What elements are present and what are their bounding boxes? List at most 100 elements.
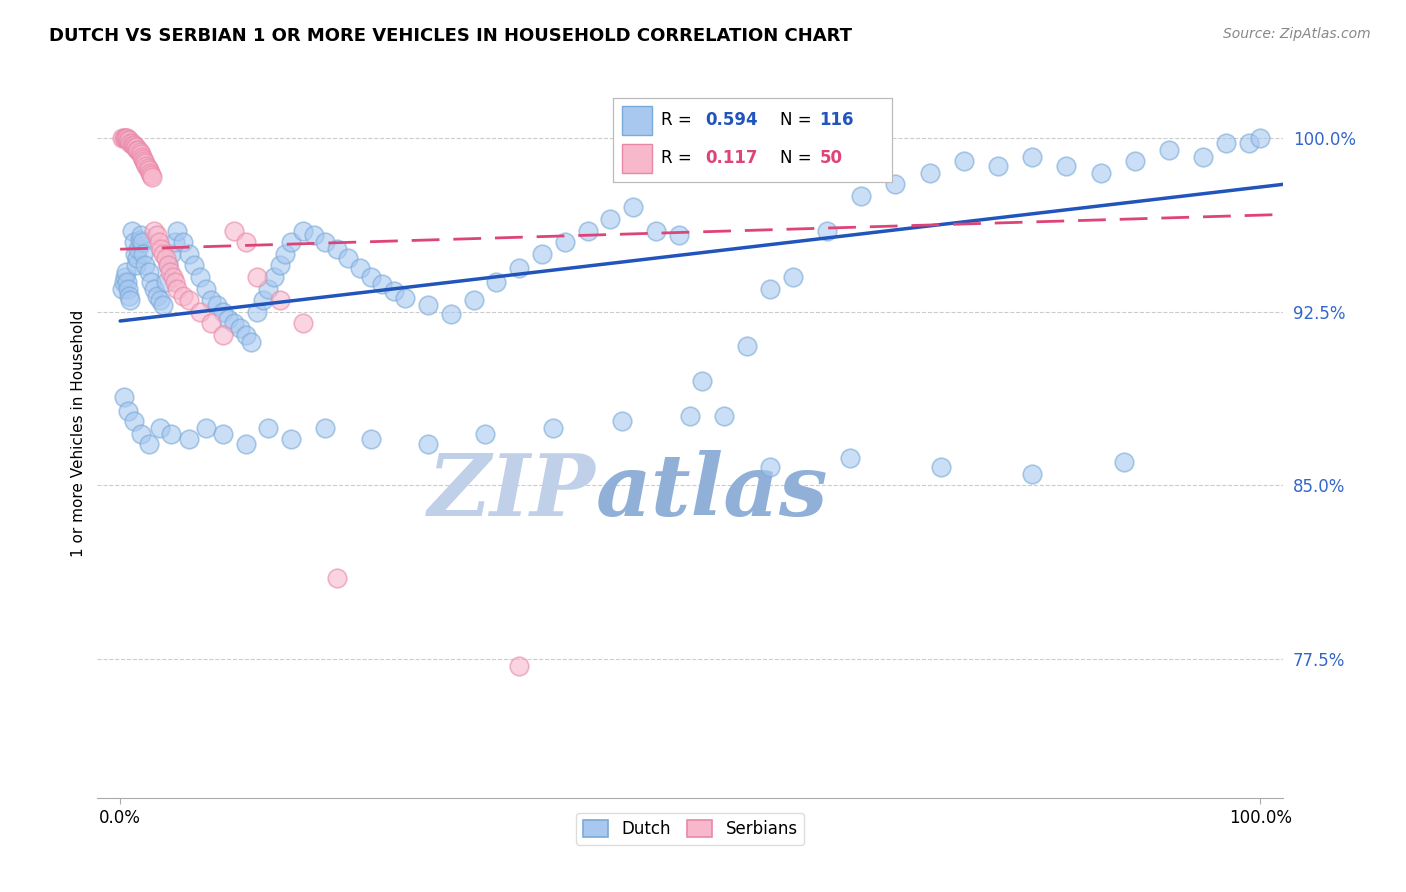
Point (302, 228, 325, 243)
Point (128, 145, 150, 159)
Point (117, 282, 139, 296)
Point (217, 311, 239, 326)
Point (121, 224, 143, 238)
Point (1159, 143, 1181, 157)
Point (114, 131, 136, 145)
Point (188, 304, 211, 318)
Point (132, 152, 155, 166)
Point (157, 259, 180, 273)
Point (1192, 149, 1215, 163)
Point (143, 282, 166, 296)
Point (349, 260, 371, 275)
Point (645, 224, 668, 238)
Point (115, 265, 138, 279)
Point (172, 235, 194, 250)
Point (166, 282, 188, 296)
Point (138, 436, 160, 450)
Point (121, 136, 143, 150)
Point (474, 427, 496, 442)
Point (148, 235, 170, 250)
Point (1215, 136, 1237, 150)
Point (235, 436, 257, 450)
Point (138, 163, 160, 178)
Point (183, 259, 205, 273)
Point (314, 420, 336, 434)
Point (884, 178, 907, 192)
Point (337, 252, 360, 266)
Point (152, 247, 174, 261)
Point (599, 212, 621, 227)
Point (131, 149, 153, 163)
Point (135, 159, 157, 173)
Point (114, 270, 136, 285)
Point (149, 293, 172, 307)
Point (621, 201, 644, 215)
Point (139, 168, 162, 182)
Point (115, 275, 138, 289)
Point (122, 414, 145, 428)
Point (125, 140, 148, 154)
Point (118, 133, 141, 147)
Point (360, 270, 382, 285)
Point (838, 450, 860, 465)
Point (713, 409, 735, 423)
Point (235, 235, 257, 250)
Point (815, 224, 838, 238)
Point (125, 259, 148, 273)
Point (129, 228, 152, 243)
Point (160, 427, 183, 442)
Point (129, 147, 152, 161)
Point (269, 293, 291, 307)
Point (759, 282, 782, 296)
Point (200, 316, 222, 330)
Point (291, 224, 314, 238)
Point (172, 288, 194, 302)
Point (953, 154, 976, 169)
Point (132, 154, 155, 169)
Point (416, 298, 439, 312)
Point (314, 235, 336, 250)
Point (211, 327, 233, 342)
Point (155, 252, 177, 266)
Point (120, 136, 142, 150)
Point (690, 374, 713, 388)
Point (263, 270, 285, 285)
Point (117, 133, 139, 147)
Point (918, 166, 941, 180)
Point (269, 259, 291, 273)
Point (162, 270, 184, 285)
Point (735, 339, 758, 353)
Point (1021, 149, 1043, 163)
Point (166, 224, 188, 238)
Point (576, 224, 599, 238)
Point (124, 247, 146, 261)
Point (246, 304, 269, 318)
Point (194, 282, 217, 296)
Point (1249, 131, 1271, 145)
Point (508, 659, 530, 673)
Point (782, 270, 804, 285)
Point (194, 420, 217, 434)
Text: ZIP: ZIP (427, 450, 595, 533)
Point (143, 224, 166, 238)
Text: atlas: atlas (595, 450, 828, 533)
Point (326, 242, 349, 256)
Point (224, 316, 246, 330)
Point (129, 427, 152, 442)
Point (929, 459, 952, 474)
Point (145, 228, 167, 243)
Point (122, 138, 145, 153)
Point (416, 436, 439, 450)
Point (759, 459, 782, 474)
Point (157, 259, 180, 273)
Point (132, 247, 155, 261)
Point (141, 170, 163, 185)
Point (127, 242, 149, 256)
Point (149, 420, 172, 434)
Point (1090, 166, 1112, 180)
Point (117, 404, 139, 418)
Point (120, 293, 142, 307)
Point (229, 321, 252, 335)
Point (394, 291, 416, 305)
Point (128, 233, 150, 247)
